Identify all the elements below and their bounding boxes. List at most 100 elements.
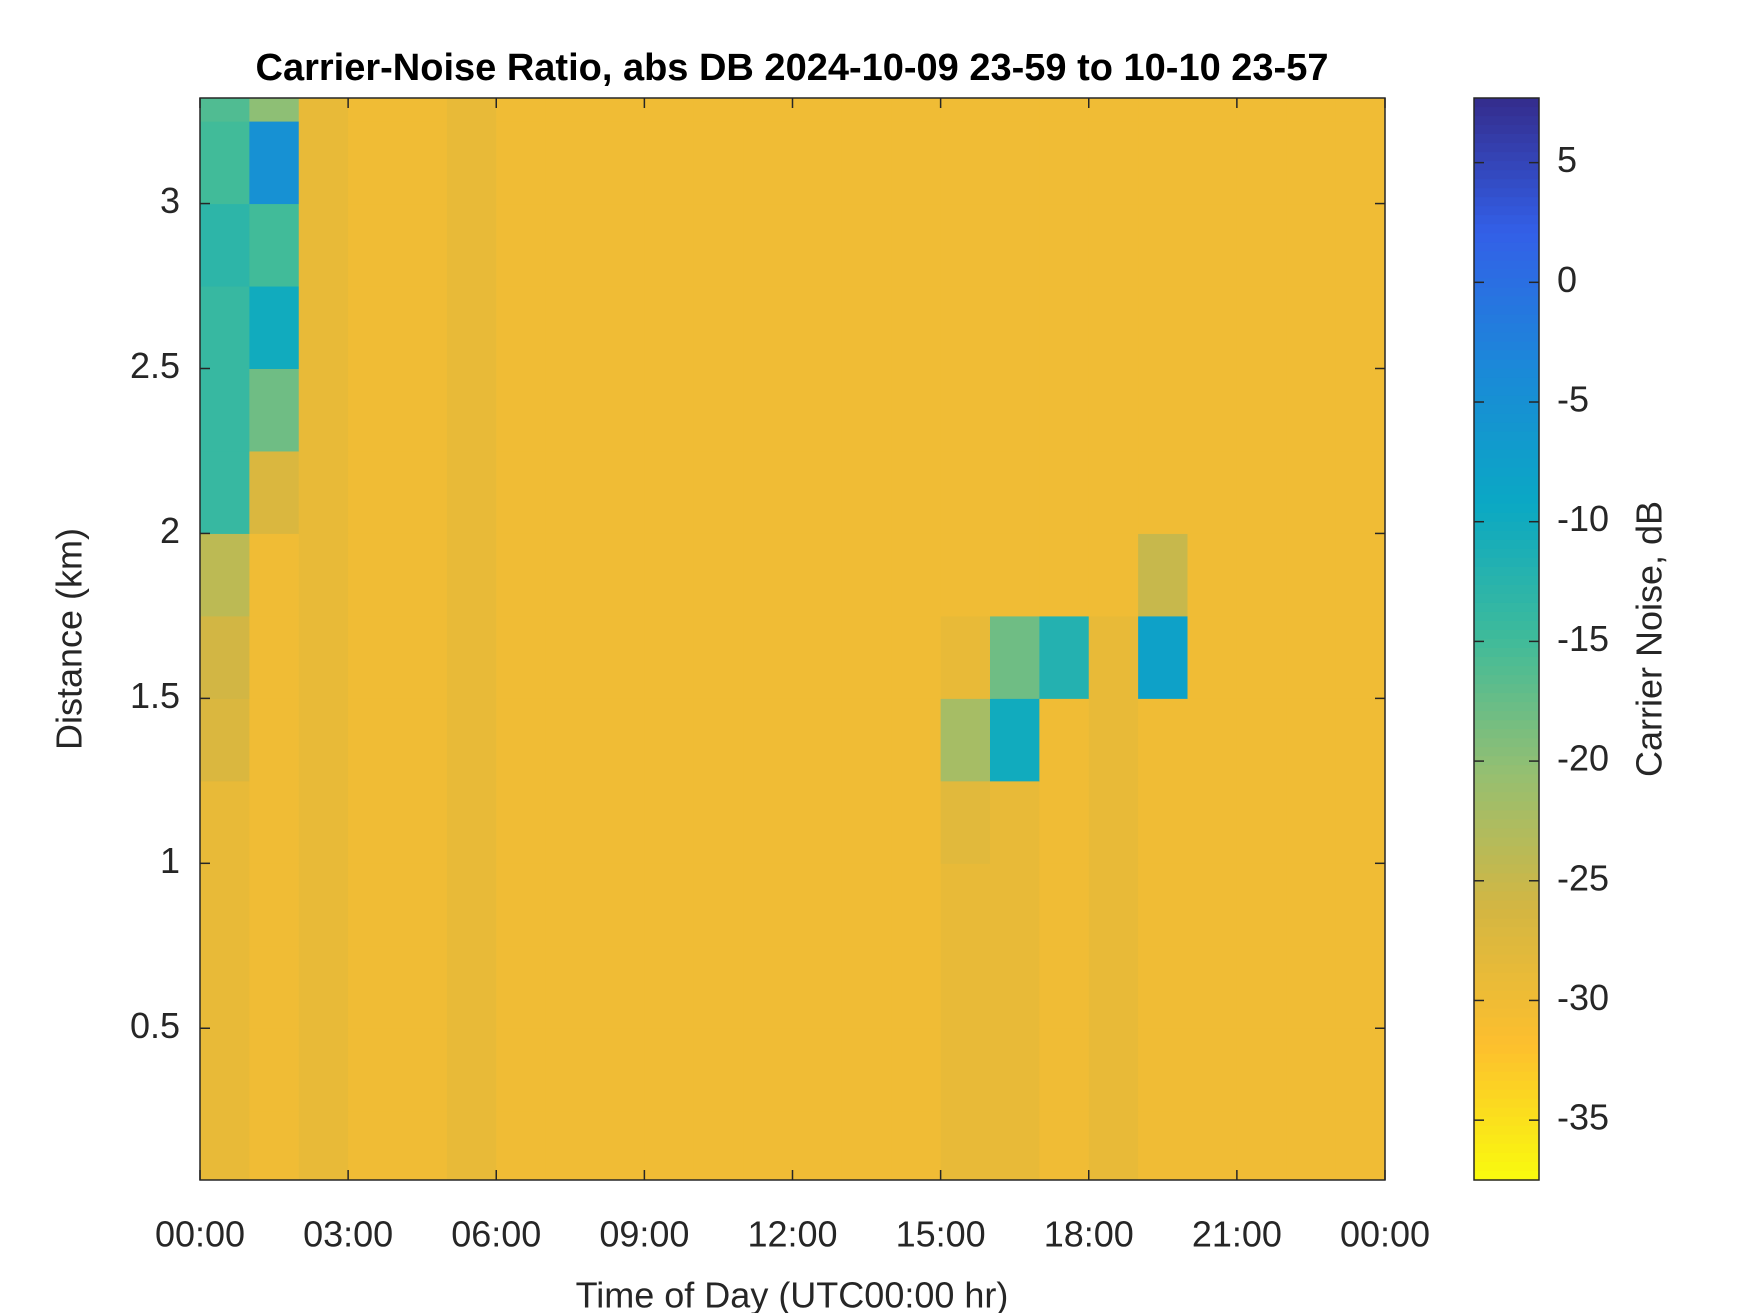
heatmap-cell xyxy=(1236,1110,1287,1181)
x-tick-label: 00:00 xyxy=(155,1214,245,1255)
heatmap-cell xyxy=(200,533,250,617)
colorbar-swatch xyxy=(1474,1170,1539,1181)
heatmap-cell xyxy=(249,98,300,122)
chart-title: Carrier-Noise Ratio, abs DB 2024-10-09 2… xyxy=(256,47,1329,89)
colorbar-swatch xyxy=(1474,963,1539,974)
heatmap-cell xyxy=(792,533,843,617)
colorbar-tick-label: 0 xyxy=(1557,259,1577,300)
heatmap-cell xyxy=(1088,780,1139,864)
heatmap-cell xyxy=(496,945,547,1029)
heatmap-cell xyxy=(1187,1028,1238,1112)
colorbar-swatch xyxy=(1474,981,1539,992)
heatmap-cell xyxy=(249,863,300,947)
heatmap-cell xyxy=(644,286,695,369)
heatmap-cell xyxy=(1088,121,1139,205)
heatmap-cell xyxy=(397,203,448,287)
heatmap-cell xyxy=(1335,945,1386,1029)
heatmap-cell xyxy=(1286,863,1337,947)
heatmap-cell xyxy=(298,780,349,864)
heatmap-cell xyxy=(891,945,942,1029)
heatmap-cell xyxy=(990,121,1040,205)
colorbar-swatch xyxy=(1474,287,1539,297)
colorbar-swatch xyxy=(1474,224,1539,234)
heatmap-cell xyxy=(644,98,695,122)
heatmap-cell xyxy=(298,286,349,369)
heatmap-cell xyxy=(298,203,349,287)
colorbar-swatch xyxy=(1474,278,1539,288)
heatmap-cell xyxy=(693,1110,744,1181)
heatmap-cell xyxy=(841,780,892,864)
heatmap-cell xyxy=(1335,533,1386,617)
heatmap-cell xyxy=(595,945,645,1029)
y-tick-label: 3 xyxy=(160,180,180,221)
heatmap-cell xyxy=(940,780,991,864)
colorbar-swatch xyxy=(1474,945,1539,956)
heatmap-cell xyxy=(891,1110,942,1181)
heatmap-cell xyxy=(1039,1028,1090,1112)
heatmap-cell xyxy=(940,945,991,1029)
heatmap-cell xyxy=(1286,121,1337,205)
colorbar-tick-label: -10 xyxy=(1557,498,1609,539)
heatmap-cell xyxy=(397,286,448,369)
heatmap-cell xyxy=(545,450,596,534)
x-axis-label: Time of Day (UTC00:00 hr) xyxy=(576,1275,1009,1313)
colorbar-swatch xyxy=(1474,927,1539,938)
heatmap-cell xyxy=(841,121,892,205)
colorbar-swatch xyxy=(1474,314,1539,325)
x-tick-label: 18:00 xyxy=(1044,1214,1134,1255)
heatmap-cell xyxy=(496,450,547,534)
colorbar-swatch xyxy=(1474,116,1539,126)
heatmap-cell xyxy=(743,863,793,947)
colorbar-swatch xyxy=(1474,1125,1539,1136)
heatmap-cell xyxy=(1335,1110,1386,1181)
heatmap-cell xyxy=(595,1110,645,1181)
heatmap-cell xyxy=(1236,286,1287,369)
heatmap-cell xyxy=(1286,780,1337,864)
heatmap-cell xyxy=(545,780,596,864)
heatmap-cell xyxy=(990,1110,1040,1181)
heatmap-cell xyxy=(841,1028,892,1112)
heatmap-cell xyxy=(200,203,250,287)
heatmap-cell xyxy=(595,698,645,782)
heatmap-cell xyxy=(348,450,398,534)
heatmap-cell xyxy=(1236,698,1287,782)
heatmap-cell xyxy=(990,945,1040,1029)
colorbar-swatch xyxy=(1474,747,1539,757)
colorbar-swatch xyxy=(1474,675,1539,685)
heatmap-cell xyxy=(841,615,892,699)
heatmap-cell xyxy=(249,1110,300,1181)
heatmap-cell xyxy=(446,450,497,534)
heatmap-cell xyxy=(1039,1110,1090,1181)
colorbar-swatch xyxy=(1474,918,1539,929)
heatmap-cell xyxy=(496,780,547,864)
colorbar-swatch xyxy=(1474,521,1539,532)
colorbar-swatch xyxy=(1474,990,1539,1001)
heatmap-cell xyxy=(1335,98,1386,122)
heatmap-cell xyxy=(496,1028,547,1112)
heatmap-cell xyxy=(446,1110,497,1181)
heatmap-cell xyxy=(298,1110,349,1181)
colorbar-swatch xyxy=(1474,738,1539,748)
heatmap-cell xyxy=(940,450,991,534)
heatmap-cell xyxy=(990,780,1040,864)
heatmap-cell xyxy=(446,863,497,947)
colorbar-swatch xyxy=(1474,1161,1539,1172)
heatmap-cell xyxy=(249,780,300,864)
colorbar-swatch xyxy=(1474,855,1539,866)
heatmap-cell xyxy=(841,945,892,1029)
heatmap-cell xyxy=(644,1110,695,1181)
colorbar-tick-label: 5 xyxy=(1557,139,1577,180)
colorbar-swatch xyxy=(1474,1098,1539,1109)
heatmap-cell xyxy=(1187,286,1238,369)
y-tick-label: 2 xyxy=(160,510,180,551)
heatmap-cell xyxy=(1286,368,1337,452)
y-tick-label: 1 xyxy=(160,840,180,881)
heatmap-cell xyxy=(1039,203,1090,287)
colorbar-swatch xyxy=(1474,693,1539,703)
heatmap-cell xyxy=(891,286,942,369)
heatmap-cell xyxy=(792,450,843,534)
colorbar-swatch xyxy=(1474,711,1539,721)
colorbar-swatch xyxy=(1474,386,1539,397)
heatmap-cell xyxy=(940,368,991,452)
colorbar-swatch xyxy=(1474,1089,1539,1100)
